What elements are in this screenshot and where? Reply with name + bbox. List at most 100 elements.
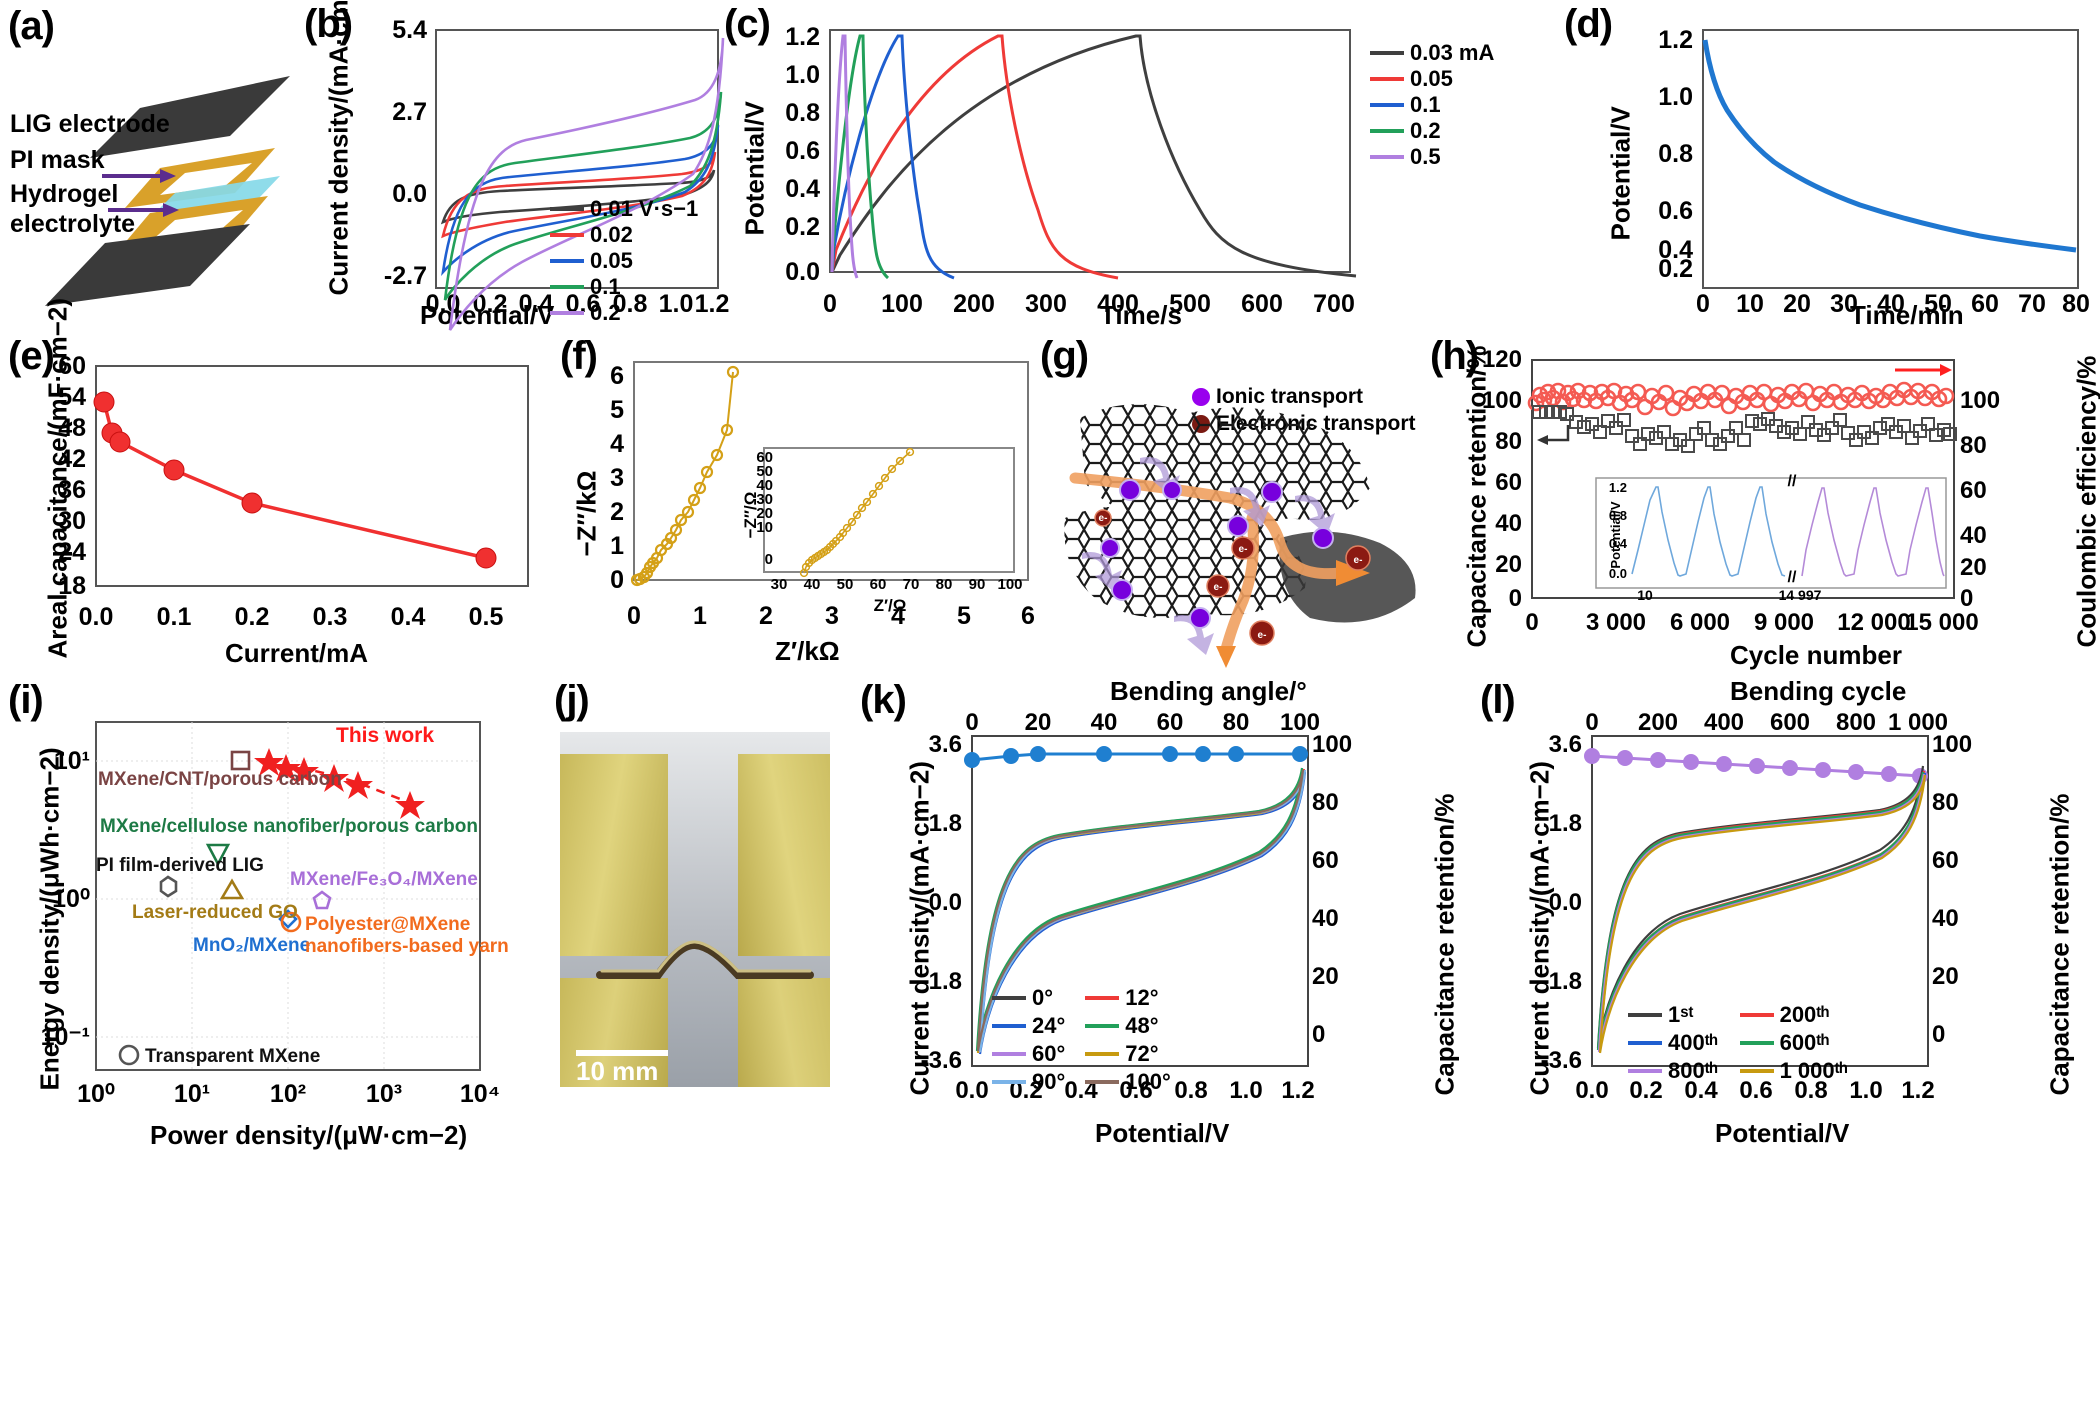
electron-arrowhead-right (1336, 560, 1370, 586)
legend-item-k-6[interactable]: 90° (992, 1069, 1065, 1095)
legend-item-b-4[interactable]: 0.2 (550, 300, 698, 326)
panel-e-plotbox (95, 365, 529, 587)
svg-text:80: 80 (936, 576, 953, 593)
svg-text:1.8: 1.8 (1549, 810, 1582, 837)
legend-item-c-1[interactable]: 0.05 (1370, 66, 1494, 92)
gcd-curve-0p1 (830, 34, 955, 280)
svg-text:60: 60 (1157, 709, 1184, 736)
legend-item-k-7[interactable]: 100° (1085, 1069, 1171, 1095)
svg-text:80: 80 (1312, 789, 1339, 816)
panel-l-plotbox (1591, 735, 1929, 1067)
panel-e-label: (e) (8, 334, 55, 378)
panel-h: (h) Capacitance retention/% Coulombic ef… (1430, 330, 2100, 670)
legend-item-b-2[interactable]: 0.05 (550, 248, 698, 274)
break-symbol-bottom: // (1788, 569, 1797, 586)
svg-text:40: 40 (756, 477, 773, 494)
svg-text:4: 4 (610, 430, 624, 458)
legend-item-l-0[interactable]: 1ˢᵗ (1628, 1002, 1718, 1028)
legend-item-k-5[interactable]: 72° (1085, 1041, 1171, 1067)
panel-i-xticklabels: 10⁰ 10¹ 10² 10³ 10⁴ (77, 1080, 500, 1108)
svg-text:e-: e- (1354, 555, 1363, 566)
panel-d-yticklabels: 1.2 1.0 0.8 0.6 0.40.2 (1658, 26, 1693, 283)
svg-text:0: 0 (1312, 1021, 1325, 1048)
svg-text:600: 600 (1770, 709, 1810, 736)
svg-text:24: 24 (58, 538, 86, 566)
legend-swatch-c-2 (1370, 103, 1404, 107)
annot-mxene-fe3o4: MXene/Fe₃O₄/MXene (290, 869, 478, 890)
hydrogel-arrowhead (163, 203, 179, 217)
panel-h-y2ticklabels: 100 80 60 40 20 0 (1960, 387, 2000, 612)
panel-d: (d) Potential/V Time/min 1.2 1.0 0.8 0.6 0.… (1560, 0, 2100, 330)
legend-item-b-3[interactable]: 0.1 (550, 274, 698, 300)
svg-text:1.0: 1.0 (659, 290, 694, 318)
legend-item-c-3[interactable]: 0.2 (1370, 118, 1494, 144)
svg-text:0: 0 (627, 602, 641, 630)
svg-text:30: 30 (58, 507, 86, 535)
legend-item-l-4[interactable]: 800ᵗʰ (1628, 1058, 1718, 1084)
svg-text:0.2: 0.2 (1658, 255, 1693, 283)
legend-item-b-1[interactable]: 0.02 (550, 222, 698, 248)
legend-item-b-0[interactable]: 0.01 V·s−1 (550, 196, 698, 222)
svg-text:500: 500 (1169, 290, 1211, 318)
legend-label-l-4: 800ᵗʰ (1668, 1058, 1718, 1083)
bent-device-strip (596, 941, 814, 979)
svg-text:0.2: 0.2 (235, 603, 270, 631)
bent-device-highlight (600, 940, 812, 973)
data-point-f (681, 505, 695, 519)
legend-item-c-0[interactable]: 0.03 mA (1370, 40, 1494, 66)
panel-k-top-xlabel: Bending angle/° (1110, 676, 1307, 706)
coulombic-efficiency-points (1527, 381, 1955, 417)
panel-a: (a) LIG electrode PI mask Hydrogel elect… (0, 0, 300, 330)
annot-mxene-cellulose: MXene/cellulose nanofiber/porous carbon (100, 816, 478, 837)
svg-text:200: 200 (1638, 709, 1678, 736)
svg-text:70: 70 (2018, 290, 2046, 318)
svg-text:0.0: 0.0 (785, 258, 820, 286)
legend-item-k-3[interactable]: 48° (1085, 1013, 1171, 1039)
data-point-e-5 (475, 547, 497, 569)
legend-item-c-2[interactable]: 0.1 (1370, 92, 1494, 118)
svg-text:0: 0 (823, 290, 837, 318)
svg-text:300: 300 (1025, 290, 1067, 318)
panel-b: (b) Current density/(mA·cm−2) Potential/… (300, 0, 729, 331)
legend-item-k-1[interactable]: 12° (1085, 985, 1171, 1011)
legend-label-l-1: 200ᵗʰ (1779, 1002, 1830, 1027)
legend-item-k-4[interactable]: 60° (992, 1041, 1065, 1067)
svg-text:10⁰: 10⁰ (77, 1080, 115, 1108)
hydrogel-label: Hydrogel (10, 180, 119, 208)
legend-item-l-3[interactable]: 600ᵗʰ (1739, 1030, 1848, 1056)
legend-item-c-4[interactable]: 0.5 (1370, 144, 1494, 170)
legend-swatch-l-2 (1628, 1041, 1662, 1045)
legend-item-k-0[interactable]: 0° (992, 985, 1065, 1011)
panel-c-label: (c) (724, 2, 771, 46)
data-point-f (700, 465, 714, 479)
svg-text:100: 100 (1960, 387, 2000, 414)
svg-text:0: 0 (1509, 585, 1522, 612)
axis-direction-arrows (1537, 364, 1952, 445)
legend-item-l-5[interactable]: 1 000ᵗʰ (1739, 1058, 1848, 1084)
svg-text:20: 20 (1932, 963, 1959, 990)
pi-mask-bottom-hole (150, 210, 243, 242)
marker-mxene-cnt-porous-carbon (230, 750, 251, 771)
legend-item-k-2[interactable]: 24° (992, 1013, 1065, 1039)
svg-text:80: 80 (1932, 789, 1959, 816)
svg-text:1.0: 1.0 (1849, 1077, 1882, 1104)
panel-h-xlabel: Cycle number (1730, 640, 1902, 670)
legend-label-l-0: 1ˢᵗ (1668, 1002, 1694, 1027)
cv-curve-0p01 (440, 169, 716, 225)
legend-item-l-2[interactable]: 400ᵗʰ (1628, 1030, 1718, 1056)
nyquist-points (630, 365, 740, 587)
gcd-curve-0p5 (830, 34, 859, 279)
inset-curve-cycle14997 (1801, 487, 1945, 577)
svg-text:40: 40 (1960, 522, 1987, 549)
panel-i: (i) Energy density/(μWh·cm−2) Power dens… (0, 670, 540, 1150)
areal-capacitance-points (93, 391, 497, 569)
legend-item-l-1[interactable]: 200ᵗʰ (1739, 1002, 1848, 1028)
svg-text:20: 20 (756, 505, 773, 522)
svg-text:e-: e- (1258, 630, 1267, 641)
panel-l-legend: 1ˢᵗ 200ᵗʰ 400ᵗʰ 600ᵗʰ 800ᵗʰ 1 000ᵗʰ (1628, 1002, 1848, 1084)
data-point-f (674, 513, 688, 527)
data-point-e-3 (163, 459, 185, 481)
svg-text:0.5: 0.5 (469, 603, 504, 631)
panel-c: (c) Potential/V Time/s 1.2 1.0 0.8 0.6 0.4 0… (720, 0, 1560, 330)
